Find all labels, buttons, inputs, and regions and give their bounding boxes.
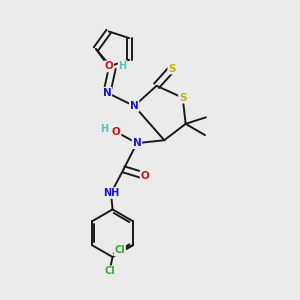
Text: NH: NH xyxy=(103,188,119,198)
Text: N: N xyxy=(130,101,139,111)
Text: N: N xyxy=(103,88,111,98)
Text: O: O xyxy=(141,171,149,181)
Text: N: N xyxy=(133,138,141,148)
Text: S: S xyxy=(168,64,176,74)
Text: H: H xyxy=(118,61,127,71)
Text: O: O xyxy=(112,127,121,137)
Text: Cl: Cl xyxy=(114,245,125,256)
Text: O: O xyxy=(104,61,113,71)
Text: S: S xyxy=(179,93,186,103)
Text: Cl: Cl xyxy=(104,266,115,276)
Text: H: H xyxy=(100,124,108,134)
